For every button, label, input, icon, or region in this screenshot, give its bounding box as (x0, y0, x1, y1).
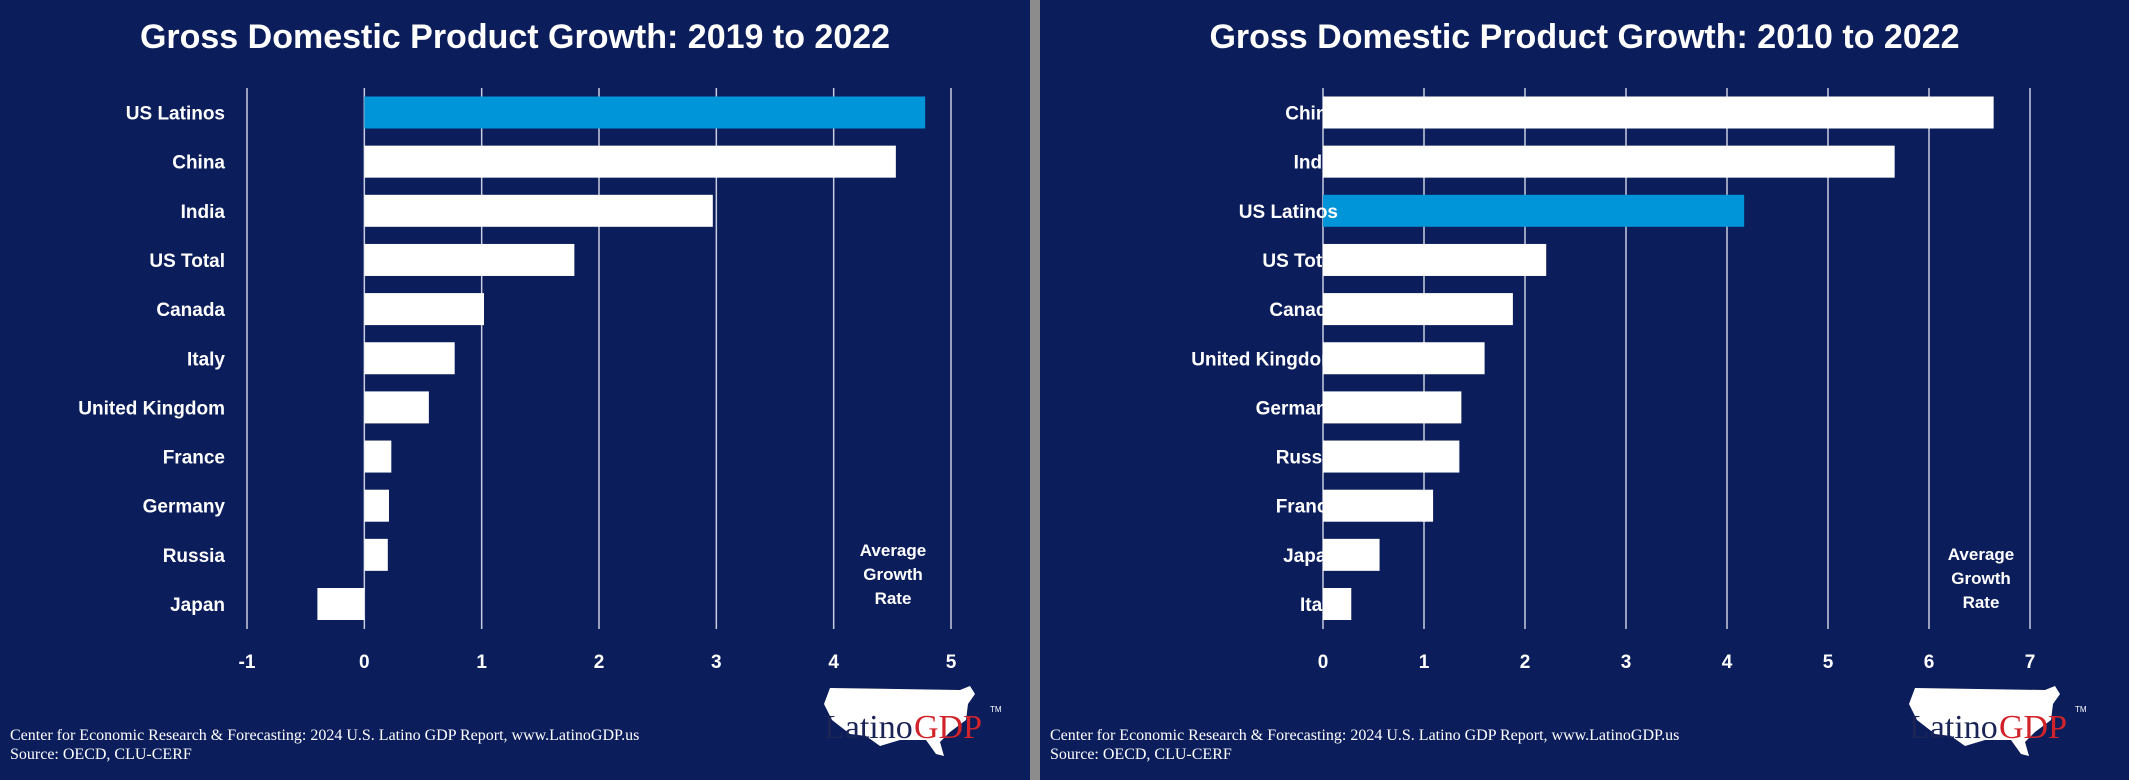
bar-chart: 0 1 2 3 4 5 6 7 China India US Latinos US Total Cana… (1191, 88, 2036, 673)
category-label: Italy (187, 349, 225, 370)
latinogdp-logo: Latino GDP TM (1909, 686, 2087, 756)
bar-chart: -1 0 1 2 3 4 5 US Latinos China India US Total Cana… (78, 88, 957, 673)
bar-us-total (1323, 243, 1547, 276)
bar-united-kingdom (364, 391, 429, 424)
bar-russia (364, 538, 388, 571)
footer-source: Source: OECD, CLU-CERF (10, 746, 192, 763)
axis-annotation: Average (1948, 545, 2014, 564)
category-label: US Latinos (126, 104, 225, 125)
bar-united-kingdom (1323, 342, 1485, 375)
footer-citation: Center for Economic Research & Forecasti… (10, 727, 640, 744)
x-tick-label: 4 (1722, 652, 1733, 673)
axis-annotation: Growth (1951, 569, 2011, 588)
x-tick-label: 6 (1924, 652, 1935, 673)
axis-annotation: Average (860, 541, 926, 560)
category-label: Italy (1300, 595, 1338, 616)
footer: Center for Economic Research & Forecasti… (10, 726, 639, 764)
x-tick-label: 2 (1520, 652, 1531, 673)
axis-annotation: Rate (1963, 593, 2000, 612)
bar-us-latinos (1323, 194, 1745, 227)
category-label: France (163, 448, 225, 469)
axis-annotation: Growth (863, 565, 923, 584)
category-label: Japan (170, 595, 225, 616)
x-tick-label: -1 (239, 652, 256, 673)
category-label: Germany (143, 497, 226, 518)
bar-china (364, 145, 896, 178)
bar-china (1323, 96, 1994, 129)
category-label: Germany (1256, 398, 1339, 419)
category-label: US Total (1262, 251, 1338, 272)
x-tick-label: 1 (476, 652, 487, 673)
svg-text:Latino: Latino (1909, 709, 1998, 746)
x-tick-label: 5 (1823, 652, 1834, 673)
category-label: India (1294, 153, 1339, 174)
svg-text:TM: TM (2075, 705, 2087, 714)
bar-us-total (364, 243, 575, 276)
x-tick-label: 5 (946, 652, 957, 673)
bar-russia (1323, 440, 1460, 473)
footer-source: Source: OECD, CLU-CERF (1050, 746, 1232, 763)
chart-title: Gross Domestic Product Growth: 2019 to 2… (139, 18, 891, 56)
x-tick-label: 7 (2025, 652, 2036, 673)
bar-germany (364, 489, 389, 522)
category-label: China (1285, 104, 1338, 125)
footer-citation: Center for Economic Research & Forecasti… (1050, 727, 1680, 744)
svg-text:Latino: Latino (824, 709, 913, 746)
category-label: Japan (1283, 546, 1338, 567)
x-tick-label: 4 (828, 652, 839, 673)
bar-france (364, 440, 392, 473)
svg-text:GDP: GDP (1999, 709, 2067, 746)
svg-text:TM: TM (990, 705, 1002, 714)
footer: Center for Economic Research & Forecasti… (1050, 726, 1679, 764)
bar-italy (1323, 588, 1352, 620)
x-tick-label: 0 (1318, 652, 1329, 673)
bar-canada (1323, 293, 1513, 326)
category-label: Canada (156, 300, 225, 321)
chart-panel-2010-2022: Gross Domestic Product Growth: 2010 to 2… (1040, 0, 2129, 780)
latinogdp-logo: Latino GDP TM (824, 686, 1002, 756)
category-label: US Latinos (1239, 202, 1338, 223)
x-tick-label: 1 (1419, 652, 1430, 673)
bar-canada (364, 293, 485, 326)
bar-france (1323, 489, 1434, 522)
chart-title: Gross Domestic Product Growth: 2010 to 2… (1209, 18, 1960, 56)
x-tick-label: 2 (594, 652, 605, 673)
bar-japan (1323, 538, 1380, 571)
bar-india (1323, 145, 1895, 178)
category-label: India (181, 202, 226, 223)
svg-text:GDP: GDP (914, 709, 982, 746)
x-tick-label: 0 (359, 652, 370, 673)
bar-india (364, 194, 713, 227)
bar-germany (1323, 391, 1462, 424)
category-label: China (172, 153, 225, 174)
bar-us-latinos (364, 96, 926, 129)
category-label: Canada (1269, 300, 1338, 321)
category-label: Russia (1276, 448, 1339, 469)
category-label: US Total (149, 251, 225, 272)
category-label: Russia (163, 546, 226, 567)
category-label: United Kingdom (78, 398, 225, 419)
x-tick-label: 3 (711, 652, 722, 673)
chart-panel-2019-2022: Gross Domestic Product Growth: 2019 to 2… (0, 0, 1030, 780)
bar-italy (364, 342, 455, 375)
axis-annotation: Rate (875, 589, 912, 608)
bar-japan (317, 588, 365, 620)
category-label: United Kingdom (1191, 349, 1338, 370)
x-tick-label: 3 (1621, 652, 1632, 673)
category-label: France (1276, 497, 1338, 518)
